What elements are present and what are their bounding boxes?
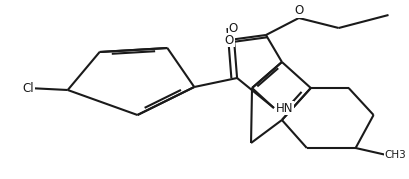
Text: O: O — [294, 4, 303, 17]
Text: O: O — [225, 33, 234, 47]
Text: CH3: CH3 — [384, 150, 407, 160]
Text: Cl: Cl — [22, 81, 34, 95]
Text: O: O — [229, 21, 238, 35]
Text: HN: HN — [276, 101, 294, 115]
